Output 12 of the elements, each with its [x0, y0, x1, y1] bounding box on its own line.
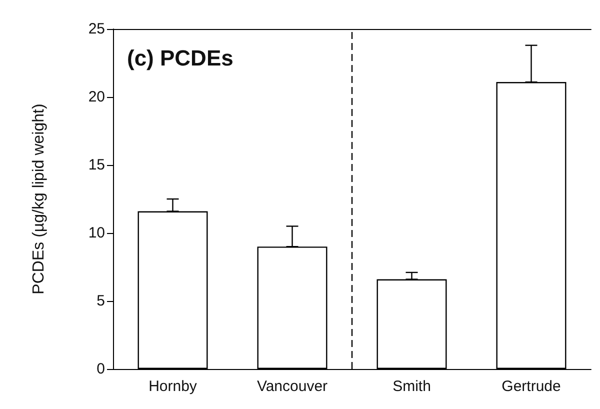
- y-tick-label: 15: [88, 156, 105, 174]
- y-tick-label: 20: [88, 88, 105, 106]
- x-tick-label: Smith: [392, 378, 431, 395]
- y-tick-label: 5: [96, 292, 105, 310]
- y-axis-title: PCDEs (µg/kg lipid weight): [30, 104, 48, 294]
- text: (c) PCDEs: [127, 46, 234, 70]
- y-tick-label: 10: [88, 224, 105, 242]
- y-tick-label: 0: [96, 360, 105, 378]
- x-tick-label: Vancouver: [256, 378, 328, 395]
- y-tick-label: 25: [88, 20, 105, 38]
- x-tick-label: Hornby: [148, 378, 198, 395]
- x-tick-label: Gertrude: [502, 378, 561, 395]
